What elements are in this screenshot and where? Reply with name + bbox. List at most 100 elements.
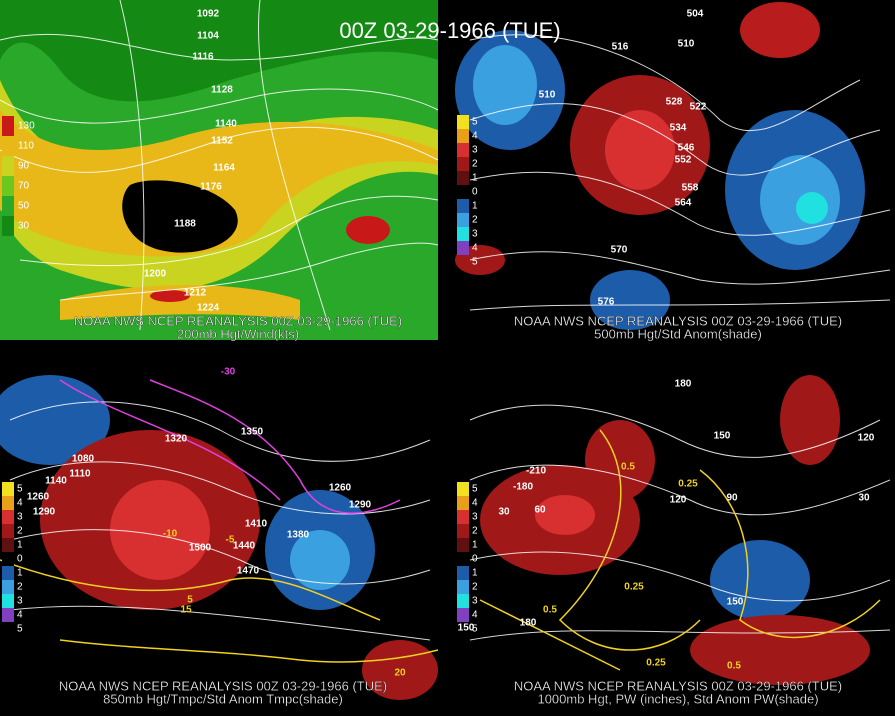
- contour-label: 5: [187, 595, 193, 606]
- legend-label: 4: [472, 243, 478, 254]
- panel-850mb: [0, 372, 439, 706]
- contour-label: 0.25: [678, 479, 698, 490]
- contour-label: 510: [539, 90, 556, 101]
- legend-label: 3: [17, 596, 23, 607]
- contour-label: 1176: [200, 182, 222, 193]
- legend-label: 2: [472, 159, 478, 170]
- contour-label: 534: [670, 123, 687, 134]
- contour-label: 510: [678, 39, 695, 50]
- contour-label: 1104: [197, 31, 219, 42]
- caption: NOAA NWS NCEP REANALYSIS 00Z 03-29-1966 …: [59, 678, 387, 693]
- contour-label: 522: [690, 102, 707, 113]
- legend-label: 2: [472, 215, 478, 226]
- contour-label: 1290: [33, 507, 56, 518]
- contour-label: 20: [394, 668, 406, 679]
- contour-label: -5: [226, 535, 235, 546]
- main-title: 00Z 03-29-1966 (TUE): [339, 18, 560, 43]
- caption: NOAA NWS NCEP REANALYSIS 00Z 03-29-1966 …: [514, 678, 842, 693]
- legend-label: 2: [472, 526, 478, 537]
- contour-label: 576: [598, 297, 615, 308]
- panel-200mb: [0, 0, 439, 340]
- subtitle: 200mb Hgt/Wind(kts): [177, 326, 299, 341]
- legend-label: 30: [18, 221, 30, 232]
- contour-label: 1470: [237, 566, 260, 577]
- subtitle: 1000mb Hgt, PW (inches), Std Anom PW(sha…: [537, 691, 818, 706]
- legend-label: 90: [18, 161, 30, 172]
- contour-label: 60: [534, 505, 546, 516]
- legend-label: 2: [17, 582, 23, 593]
- legend-label: 5: [472, 624, 478, 635]
- contour-label: 1092: [197, 9, 220, 20]
- contour-label: 1140: [45, 476, 67, 487]
- contour-label: 1500: [189, 543, 212, 554]
- legend-label: 3: [472, 145, 478, 156]
- contour-label: 516: [612, 42, 629, 53]
- contour-label: 1080: [72, 454, 95, 465]
- contour-label: 1260: [329, 483, 352, 494]
- contour-label: -210: [526, 466, 546, 477]
- legend-label: 4: [472, 498, 478, 509]
- legend-label: 3: [17, 512, 23, 523]
- contour-label: 528: [666, 97, 683, 108]
- legend-label: 1: [472, 173, 478, 184]
- contour-label: 90: [726, 493, 738, 504]
- contour-label: 1164: [213, 163, 235, 174]
- legend-label: 5: [472, 257, 478, 268]
- contour-label: 150: [727, 597, 744, 608]
- legend-label: 130: [18, 121, 35, 132]
- contour-label: 180: [675, 379, 692, 390]
- legend-label: 4: [17, 610, 23, 621]
- contour-label: 1260: [27, 492, 50, 503]
- legend-label: 70: [18, 181, 30, 192]
- legend-label: 2: [17, 526, 23, 537]
- legend-label: 50: [18, 201, 30, 212]
- legend-label: 2: [472, 582, 478, 593]
- contour-label: 1116: [192, 52, 214, 63]
- legend-label: 110: [18, 141, 34, 152]
- subtitle: 850mb Hgt/Tmpc/Std Anom Tmpc(shade): [103, 691, 343, 706]
- contour-label: 1320: [165, 434, 188, 445]
- contour-label: 1110: [69, 469, 91, 480]
- contour-label: 0.25: [646, 658, 666, 669]
- legend-label: 4: [472, 131, 478, 142]
- legend-label: 5: [472, 484, 478, 495]
- contour-label: 546: [678, 143, 695, 154]
- contour-label: 552: [675, 155, 692, 166]
- legend-label: 5: [17, 624, 23, 635]
- contour-label: 558: [682, 183, 699, 194]
- contour-label: 0.25: [624, 582, 644, 593]
- contour-label: 30: [858, 493, 870, 504]
- legend-label: 4: [472, 610, 478, 621]
- legend-label: 0: [472, 554, 478, 565]
- contour-label: -180: [513, 482, 533, 493]
- contour-label: 1212: [184, 288, 207, 299]
- contour-label: 0.5: [543, 605, 557, 616]
- legend-label: 1: [472, 540, 478, 551]
- contour-label: -10: [163, 529, 178, 540]
- legend-label: 1: [17, 540, 23, 551]
- legend-label: 3: [472, 229, 478, 240]
- contour-label: 1350: [241, 427, 264, 438]
- legend-label: 5: [472, 117, 478, 128]
- contour-label: 1140: [215, 119, 237, 130]
- contour-label: 30: [498, 507, 510, 518]
- contour-label: 570: [611, 245, 628, 256]
- legend-label: 4: [17, 498, 23, 509]
- contour-label: 120: [858, 433, 875, 444]
- legend-label: 3: [472, 596, 478, 607]
- legend-label: 1: [17, 568, 23, 579]
- contour-label: 0.5: [621, 462, 635, 473]
- legend-label: 0: [472, 187, 478, 198]
- contour-label: 1290: [349, 500, 372, 511]
- contour-label: 180: [520, 618, 537, 629]
- caption: NOAA NWS NCEP REANALYSIS 00Z 03-29-1966 …: [514, 313, 842, 328]
- contour-label: 1440: [233, 541, 256, 552]
- contour-label: 1224: [197, 303, 220, 314]
- panel-1000mb: [455, 372, 895, 706]
- contour-label: 0.5: [727, 661, 741, 672]
- contour-label: 504: [687, 9, 704, 20]
- contour-label: -30: [221, 367, 236, 378]
- legend-label: 1: [472, 568, 478, 579]
- contour-label: 120: [670, 495, 687, 506]
